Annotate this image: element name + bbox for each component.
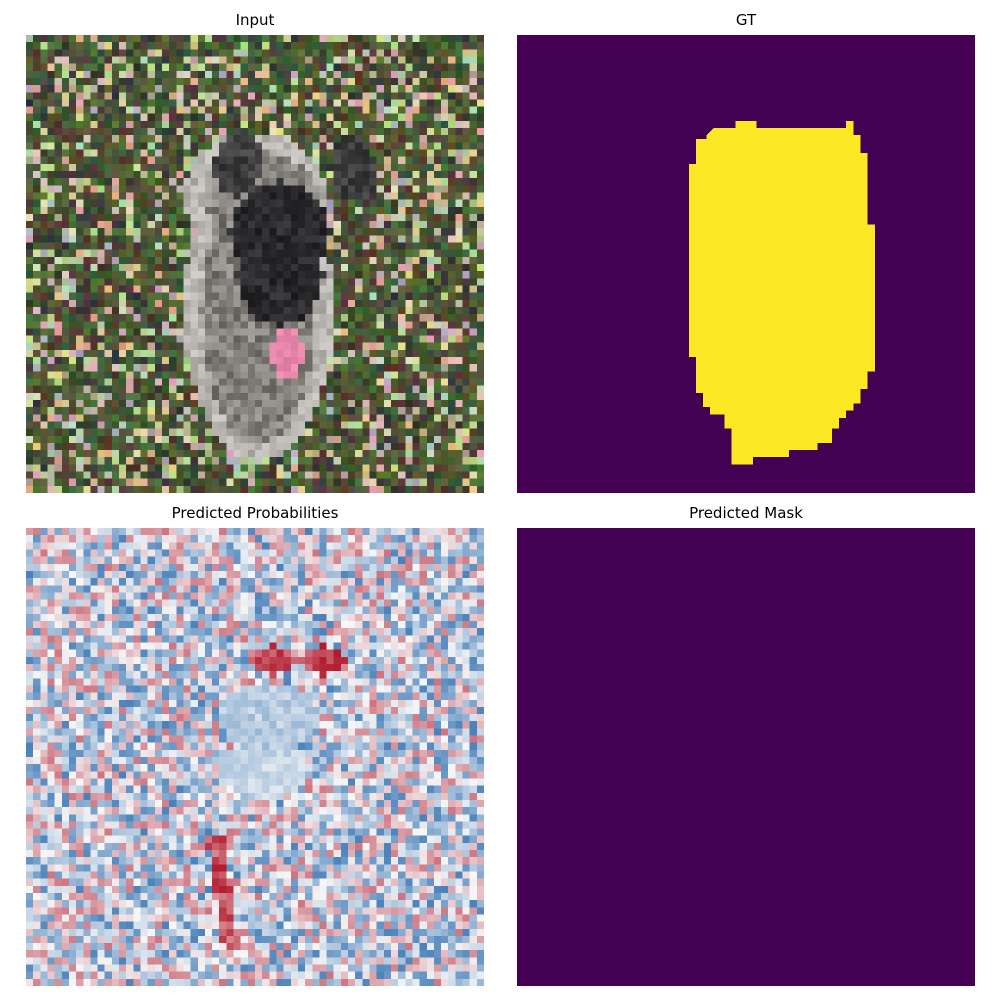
gt-title: GT <box>735 11 757 29</box>
gt-mask-image <box>517 35 975 493</box>
probabilities-heatmap <box>26 528 484 986</box>
input-image <box>26 35 484 493</box>
gt-mask-foreground <box>688 120 875 465</box>
predicted-mask-image <box>517 528 975 986</box>
predicted-mask-background <box>517 528 975 986</box>
predicted-mask-title: Predicted Mask <box>689 504 803 522</box>
input-title: Input <box>235 11 275 29</box>
probabilities-title: Predicted Probabilities <box>171 504 339 522</box>
